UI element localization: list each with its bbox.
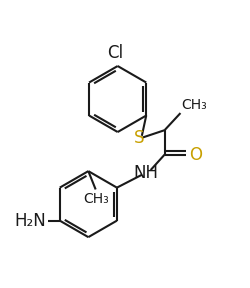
Text: CH₃: CH₃ bbox=[83, 192, 108, 206]
Text: H₂N: H₂N bbox=[14, 212, 46, 230]
Text: Cl: Cl bbox=[107, 43, 123, 62]
Text: CH₃: CH₃ bbox=[182, 98, 208, 112]
Text: S: S bbox=[134, 128, 144, 147]
Text: O: O bbox=[189, 146, 202, 164]
Text: NH: NH bbox=[134, 164, 159, 182]
